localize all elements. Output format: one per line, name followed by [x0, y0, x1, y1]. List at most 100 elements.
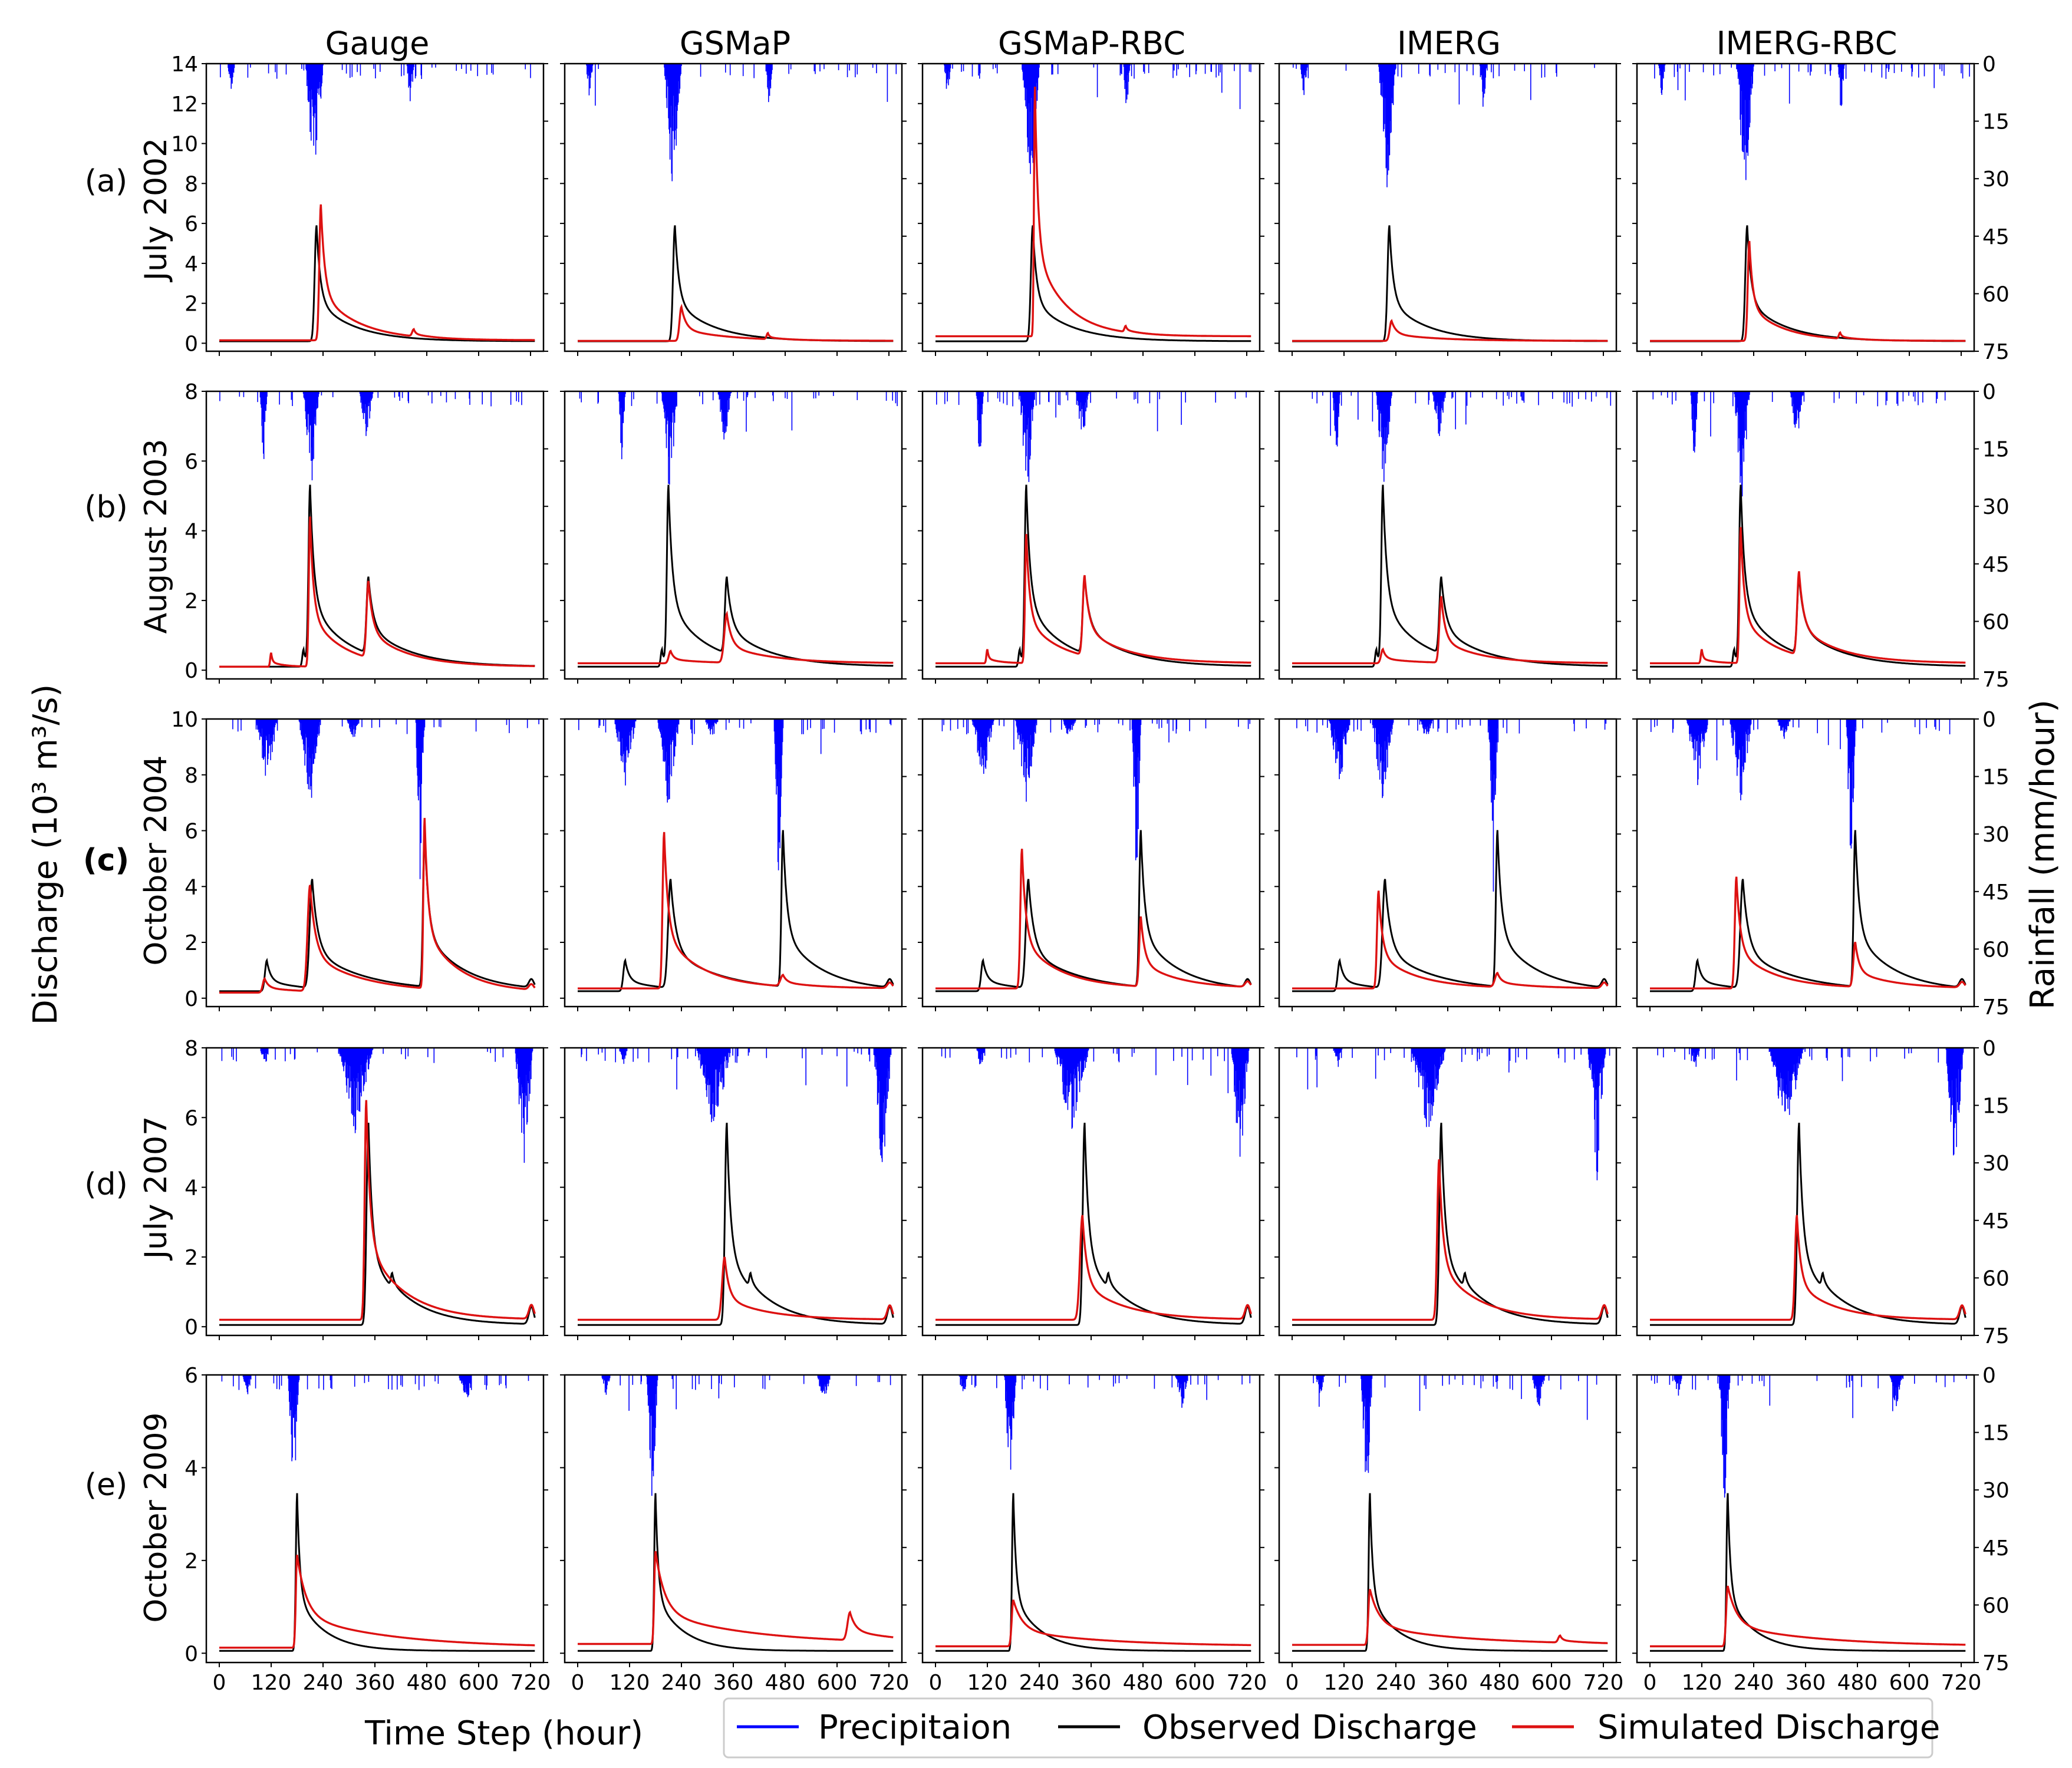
panel-plot-area [935, 391, 1251, 668]
simulated-discharge-line [1292, 596, 1608, 665]
y2-tick-label: 0 [1982, 380, 1996, 404]
panel-plot-area [935, 719, 1252, 992]
x-tick-label: 0 [571, 1671, 585, 1695]
simulated-discharge-line [578, 1551, 894, 1645]
simulated-discharge-line [219, 516, 535, 668]
panel-r4-c3 [918, 1047, 1264, 1340]
x-tick-label: 600 [459, 1671, 499, 1695]
observed-discharge-line [935, 484, 1251, 668]
y-tick-label: 0 [185, 659, 198, 683]
panel-plot-area [578, 1375, 894, 1652]
panel-plot-area [1650, 64, 1970, 342]
y-tick-label: 4 [185, 1456, 198, 1480]
y2-tick-label: 45 [1982, 225, 2010, 249]
y2-tick-label: 30 [1982, 167, 2010, 192]
y2-tick-label: 15 [1982, 1421, 2010, 1446]
panel-frame [1636, 1374, 1975, 1664]
panel-r2-c2 [560, 390, 907, 684]
observed-discharge-line [935, 225, 1251, 342]
y-tick-label: 4 [185, 1176, 198, 1200]
legend-label-precipitation: Precipitaion [818, 1708, 1012, 1747]
panel-r5-c3: 0 120 240 360 480 600 720 [918, 1374, 1267, 1695]
panel-r4-c1: 0 2 4 6 8 [185, 1037, 548, 1340]
y-tick-label: 2 [185, 292, 198, 316]
panel-r1-c1: 0 2 4 6 8 10 12 14 [171, 52, 548, 356]
y-tick-label: 6 [185, 212, 198, 236]
observed-discharge-line [1292, 225, 1608, 342]
x-tick-label: 0 [1643, 1671, 1657, 1695]
observed-discharge-line [935, 830, 1252, 992]
x-tick-label: 720 [510, 1671, 551, 1695]
y2-tick-label: 60 [1982, 1266, 2010, 1291]
y-tick-label: 4 [185, 875, 198, 899]
y-tick-label: 0 [185, 987, 198, 1011]
panel-plot-area [1650, 1048, 1966, 1326]
panel-frame [1636, 1047, 1975, 1337]
x-tick-label: 480 [1837, 1671, 1878, 1695]
panel-r4-c2 [560, 1047, 907, 1340]
x-tick-label: 600 [1175, 1671, 1215, 1695]
y2-axis-title: Rainfall (mm/hour) [2024, 700, 2062, 1010]
panel-r3-c2 [560, 718, 907, 1011]
x-tick-label: 600 [1531, 1671, 1572, 1695]
x-tick-label: 480 [1123, 1671, 1164, 1695]
x-tick-label: 720 [869, 1671, 910, 1695]
observed-discharge-line [935, 1493, 1251, 1652]
y2-tick-label: 30 [1982, 1152, 2010, 1176]
x-tick-label: 120 [967, 1671, 1008, 1695]
y2-tick-label: 0 [1982, 708, 1996, 732]
panel-r2-c4 [1274, 390, 1621, 684]
row-event-a: July 2002 [139, 138, 174, 282]
col-title-gauge: Gauge [325, 25, 430, 62]
y-tick-label: 2 [185, 589, 198, 613]
observed-discharge-line [219, 830, 536, 992]
panel-frame [921, 390, 1261, 680]
y-tick-label: 14 [171, 52, 198, 77]
y-tick-label: 6 [185, 820, 198, 844]
y-tick-label: 6 [185, 1106, 198, 1130]
panel-plot-area [578, 64, 897, 342]
y-tick-label: 8 [185, 380, 198, 404]
panel-frame [564, 1374, 903, 1664]
panel-r3-c4 [1274, 718, 1621, 1011]
observed-discharge-line [1650, 1493, 1966, 1652]
simulated-discharge-line [1650, 876, 1966, 989]
y-tick-label: 8 [185, 1037, 198, 1061]
x-tick-label: 720 [1227, 1671, 1267, 1695]
y2-tick-label: 75 [1982, 995, 2010, 1020]
panel-r1-c3 [918, 62, 1264, 356]
panel-frame [205, 1047, 545, 1337]
row-event-c: October 2004 [139, 756, 174, 966]
row-letter-a: (a) [85, 164, 127, 199]
x-tick-label: 720 [1583, 1671, 1624, 1695]
x-tick-label: 0 [929, 1671, 943, 1695]
y2-tick-label: 75 [1982, 1324, 2010, 1348]
x-tick-label: 600 [817, 1671, 858, 1695]
panel-frame [205, 62, 545, 352]
observed-discharge-line [935, 1123, 1252, 1326]
y2-tick-label: 45 [1982, 880, 2010, 905]
y2-tick-label: 30 [1982, 823, 2010, 847]
y2-tick-label: 15 [1982, 110, 2010, 134]
row-event-b: August 2003 [139, 439, 174, 634]
simulated-discharge-line [935, 849, 1252, 989]
x-tick-label: 240 [1376, 1671, 1417, 1695]
row-letter-c: (c) [83, 843, 129, 878]
simulated-discharge-line [935, 1215, 1252, 1321]
row-event-e: October 2009 [139, 1413, 174, 1623]
y2-tick-label: 45 [1982, 553, 2010, 577]
observed-discharge-line [578, 225, 894, 342]
panel-r2-c1: 0 2 4 6 8 [185, 380, 548, 684]
simulated-discharge-line [1650, 240, 1966, 342]
x-tick-label: 240 [303, 1671, 344, 1695]
x-tick-label: 360 [713, 1671, 754, 1695]
panel-frame [564, 390, 903, 680]
panel-r2-c5: 0 15 30 45 60 75 [1632, 380, 2010, 692]
x-tick-label: 240 [1734, 1671, 1774, 1695]
col-title-imerg: IMERG [1397, 25, 1501, 62]
panel-plot-area [219, 719, 539, 994]
panel-plot-area [1650, 1375, 1967, 1652]
y-tick-label: 0 [185, 1315, 198, 1340]
observed-discharge-line [578, 484, 894, 668]
